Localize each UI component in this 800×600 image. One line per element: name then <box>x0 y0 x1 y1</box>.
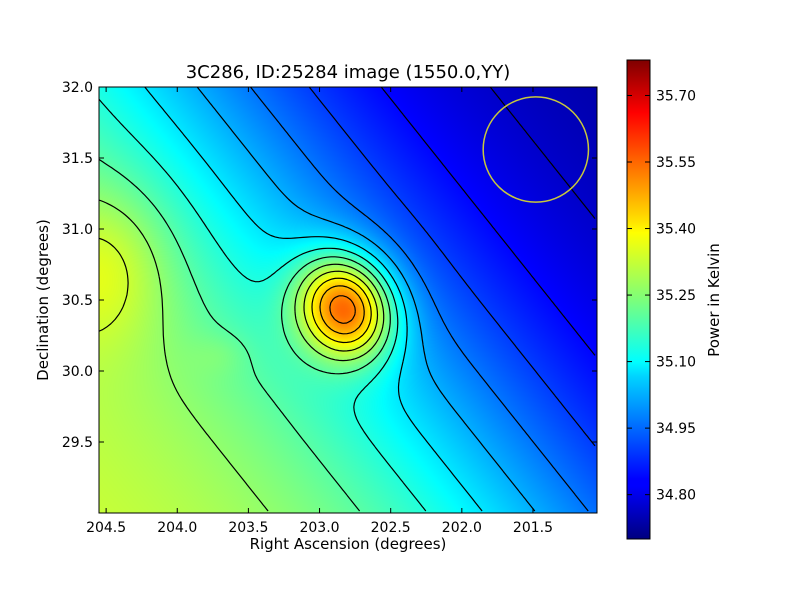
contour-level-8 <box>99 199 385 512</box>
chart-title: 3C286, ID:25284 image (1550.0,YY) <box>186 62 511 83</box>
colorbar-tick-label: 35.55 <box>656 155 696 171</box>
contour-level-9 <box>99 237 379 352</box>
colorbar-tick-label: 34.95 <box>656 421 696 437</box>
colorbar-tick-label: 34.80 <box>656 488 696 504</box>
x-tick-label: 203.5 <box>228 520 268 536</box>
contour-level-7 <box>99 158 391 512</box>
contour-level-4 <box>196 87 536 512</box>
y-tick-label: 30.5 <box>62 293 93 309</box>
contour-lines <box>99 87 596 512</box>
heatmap-raster <box>99 87 597 513</box>
contour-level-6 <box>99 98 427 512</box>
colorbar-tick-label: 35.10 <box>656 355 696 371</box>
x-tick-label: 204.0 <box>157 520 197 536</box>
colorbar-tick-label: 35.25 <box>656 288 696 304</box>
x-axis-ticks: 204.5 204.0 203.5 203.0 202.5 202.0 201.5 <box>86 87 553 536</box>
beam-circle <box>482 96 590 203</box>
colorbar-tick-label: 35.70 <box>656 88 696 104</box>
y-tick-label: 31.0 <box>62 222 93 238</box>
y-tick-label: 30.0 <box>62 364 93 380</box>
y-axis-ticks: 32.0 31.5 31.0 30.5 30.0 29.5 <box>62 80 597 451</box>
colorbar-ticks: 35.70 35.55 35.40 35.25 35.10 34.95 34.80 <box>627 88 696 504</box>
y-tick-label: 31.5 <box>62 151 93 167</box>
contour-level-12 <box>329 295 356 324</box>
contour-level-1 <box>380 87 596 356</box>
x-tick-label: 202.0 <box>442 520 482 536</box>
colorbar-label: Power in Kelvin <box>705 243 723 357</box>
contour-level-2 <box>308 87 596 447</box>
contour-level-11 <box>319 285 365 335</box>
contour-level-10 <box>311 277 372 344</box>
y-tick-label: 29.5 <box>62 435 93 451</box>
y-axis-label: Declination (degrees) <box>34 219 52 381</box>
colorbar <box>626 59 651 540</box>
heatmap-image <box>99 87 597 513</box>
contour-level-5 <box>144 87 483 512</box>
x-tick-label: 201.5 <box>513 520 553 536</box>
x-tick-label: 203.0 <box>299 520 339 536</box>
x-axis-label: Right Ascension (degrees) <box>250 535 447 553</box>
x-tick-label: 204.5 <box>86 520 126 536</box>
x-tick-label: 202.5 <box>371 520 411 536</box>
colorbar-tick-label: 35.40 <box>656 222 696 238</box>
y-tick-label: 32.0 <box>62 80 93 96</box>
